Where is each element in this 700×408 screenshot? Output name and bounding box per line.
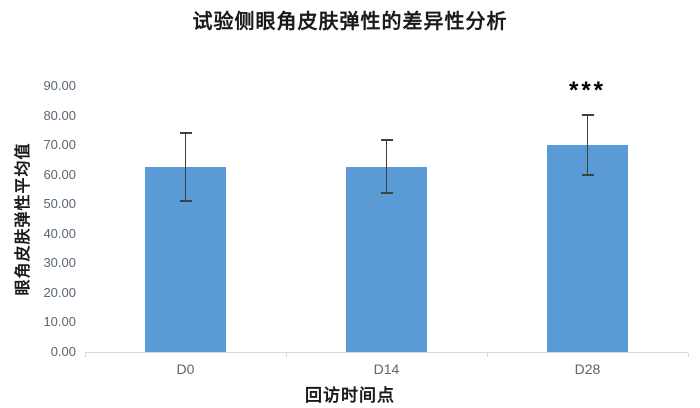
x-tick-label-D0: D0 [176, 361, 195, 377]
error-bar-cap [380, 139, 393, 141]
error-bar-cap [581, 174, 594, 176]
error-bar-line [184, 132, 187, 202]
error-bar-line [586, 114, 589, 176]
x-axis-tick-mark [487, 353, 488, 357]
x-axis-tick-mark [286, 353, 287, 357]
error-bar-cap [581, 114, 594, 116]
chart-title: 试验侧眼角皮肤弹性的差异性分析 [192, 11, 508, 33]
error-bar-D28 [581, 114, 594, 176]
error-bar-cap [179, 200, 192, 202]
y-tick-label: 60.00 [43, 166, 76, 182]
y-tick-label: 20.00 [43, 284, 76, 300]
error-bar-cap [380, 192, 393, 194]
y-tick-label: 10.00 [43, 314, 76, 330]
x-tick-label-D14: D14 [373, 361, 400, 377]
x-axis-tick-mark [85, 353, 86, 357]
error-bar-cap [179, 132, 192, 134]
y-tick-label: 50.00 [43, 196, 76, 212]
y-tick-label: 80.00 [43, 107, 76, 123]
plot-area [85, 86, 688, 353]
y-tick-label: 90.00 [43, 78, 76, 93]
significance-annotation: *** [568, 77, 607, 105]
x-axis-tick-mark [688, 353, 689, 357]
error-bar-D0 [179, 132, 192, 202]
bar-D14 [346, 166, 427, 352]
y-axis-title: 眼角皮肤弹性平均值 [15, 142, 32, 296]
bar-D28 [547, 144, 628, 352]
y-tick-label: 40.00 [43, 225, 76, 241]
y-tick-label: 30.00 [43, 255, 76, 271]
error-bar-line [385, 139, 388, 194]
x-tick-label-D28: D28 [574, 361, 601, 377]
x-axis-title: 回访时间点 [305, 386, 395, 405]
y-tick-label: 70.00 [43, 137, 76, 153]
error-bar-D14 [380, 139, 393, 194]
y-tick-label: 0.00 [50, 344, 76, 359]
